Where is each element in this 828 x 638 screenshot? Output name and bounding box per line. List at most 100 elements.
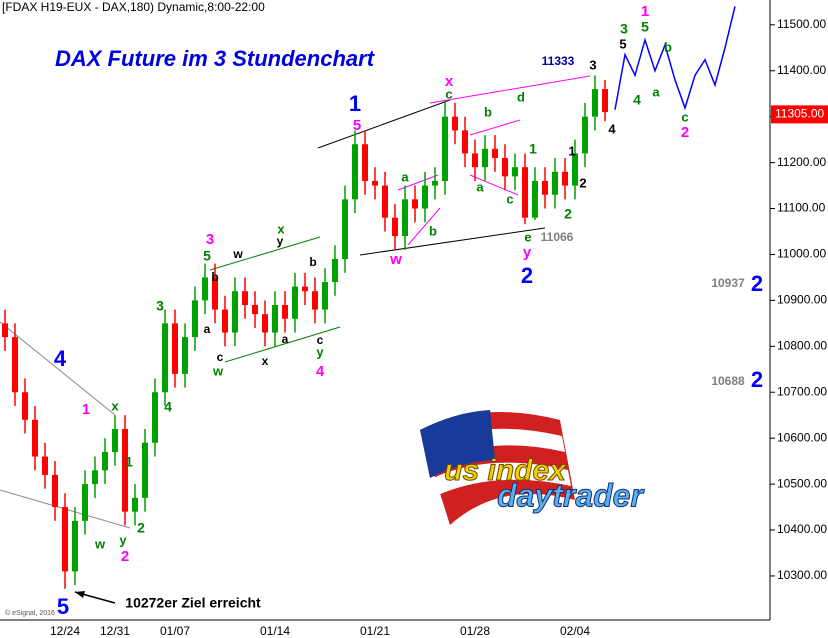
trend-line: [0, 321, 116, 416]
wave-label: 3: [589, 57, 596, 72]
wave-label: 4: [54, 346, 67, 371]
trend-line: [224, 326, 341, 363]
trend-line: [317, 99, 451, 149]
wave-label: 1: [568, 143, 575, 158]
trend-line: [469, 174, 519, 196]
y-tick-label: 11200.00: [777, 155, 826, 169]
y-tick-label: 10400.00: [777, 522, 827, 536]
candle-body: [182, 337, 188, 374]
trend-line: [209, 236, 321, 271]
trend-line: [407, 207, 441, 246]
y-tick-label: 11500.00: [777, 17, 826, 31]
wave-label: a: [652, 84, 660, 99]
candle-body: [512, 167, 518, 177]
wave-label: 10272er Ziel erreicht: [125, 595, 261, 611]
wave-label: 5: [353, 117, 361, 134]
last-price-label: 11305.00: [775, 107, 824, 121]
wave-label: 2: [121, 548, 129, 565]
wave-label: d: [517, 89, 525, 104]
candle-body: [552, 171, 558, 195]
wave-label: 2: [521, 263, 533, 288]
candle-body: [122, 428, 128, 512]
candle-body: [62, 507, 68, 572]
wave-label: a: [401, 169, 409, 184]
candle-body: [532, 180, 538, 218]
wave-label: y: [523, 244, 532, 261]
wave-label: b: [429, 223, 437, 238]
candle-body: [242, 291, 248, 305]
wave-label: 2: [579, 175, 586, 190]
candle-body: [32, 419, 38, 457]
candle-body: [372, 180, 378, 186]
wave-label: 3: [206, 231, 214, 248]
candle-body: [202, 277, 208, 301]
candle-body: [92, 470, 98, 485]
candle-body: [222, 309, 228, 333]
candle-body: [592, 89, 598, 117]
y-tick-label: 10700.00: [777, 384, 827, 398]
candle-body: [152, 392, 158, 443]
wave-label: 3: [620, 21, 628, 37]
candle-body: [292, 286, 298, 319]
x-tick-label: 01/21: [360, 624, 390, 638]
trend-line: [429, 75, 591, 104]
flag-canton: [420, 410, 495, 478]
y-tick-label: 10900.00: [777, 293, 827, 307]
candle-body: [582, 116, 588, 154]
candle-body: [392, 217, 398, 237]
candle-body: [452, 116, 458, 131]
chart-title: DAX Future im 3 Stundenchart: [55, 46, 376, 71]
wave-label: 2: [751, 271, 763, 296]
candle-body: [362, 144, 368, 181]
wave-label: 4: [316, 363, 325, 380]
candle-body: [142, 442, 148, 498]
candle-body: [432, 180, 438, 186]
candle-body: [2, 323, 8, 338]
wave-label: 2: [564, 206, 572, 222]
wave-label: x: [262, 354, 269, 368]
last-price-box: [771, 105, 828, 124]
y-tick-label: 10800.00: [777, 338, 827, 352]
wave-label: 1: [125, 454, 133, 470]
wave-label: 1: [349, 91, 361, 116]
wave-label: x: [277, 221, 285, 236]
wave-label: b: [211, 270, 218, 284]
candle-body: [462, 130, 468, 154]
candle-body: [322, 282, 328, 310]
candle-body: [212, 277, 218, 310]
y-tick-label: 11400.00: [777, 63, 826, 77]
candle-body: [382, 185, 388, 218]
y-tick-label: 11000.00: [777, 247, 826, 261]
candle-body: [472, 153, 478, 168]
wave-label: y: [277, 234, 284, 248]
candle-body: [112, 428, 118, 452]
candle-body: [282, 304, 288, 319]
trend-line: [359, 227, 546, 256]
wave-label: w: [389, 251, 402, 268]
wave-label: b: [664, 39, 672, 54]
y-tick-label: 11100.00: [777, 201, 826, 215]
wave-label: c: [317, 333, 324, 347]
wave-label: b: [309, 255, 316, 269]
candle-body: [82, 484, 88, 521]
candle-body: [172, 323, 178, 374]
copyright: © eSignal, 2016: [5, 609, 55, 617]
candle-body: [422, 185, 428, 209]
wave-label: 1: [529, 141, 537, 157]
wave-label: w: [94, 536, 106, 551]
candle-body: [402, 199, 408, 237]
wave-label: 4: [608, 121, 616, 136]
candle-body: [52, 474, 58, 508]
candle-body: [192, 300, 198, 338]
x-tick-label: 01/28: [460, 624, 490, 638]
candle-body: [502, 157, 508, 177]
candle-body: [262, 314, 268, 333]
candle-body: [102, 451, 108, 471]
arrow-head: [75, 591, 85, 598]
wave-label: c: [217, 350, 224, 364]
candle-body: [602, 89, 608, 113]
wave-label: 2: [681, 124, 689, 141]
wave-label: 3: [156, 298, 164, 314]
